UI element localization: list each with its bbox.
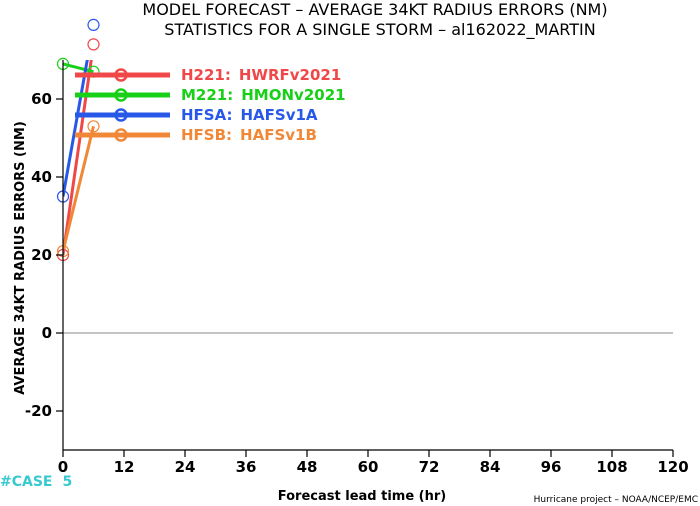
chart-title: MODEL FORECAST – AVERAGE 34KT RADIUS ERR… bbox=[142, 0, 607, 19]
y-tick-label: 0 bbox=[42, 324, 52, 342]
y-tick-label: 60 bbox=[31, 90, 52, 108]
series-layer bbox=[63, 60, 95, 256]
x-tick-label: 60 bbox=[358, 458, 379, 476]
y-ticks: -20 0 20 40 60 bbox=[25, 90, 63, 420]
legend-code: HFSB: bbox=[181, 126, 232, 144]
data-point-h221 bbox=[87, 38, 100, 51]
legend-marker-hfsa bbox=[114, 108, 128, 122]
case-count-value: 5 bbox=[63, 474, 73, 490]
legend-code: H221: bbox=[181, 66, 231, 84]
x-tick-label: 12 bbox=[114, 458, 135, 476]
y-tick-label: 40 bbox=[31, 168, 52, 186]
marker-layer bbox=[56, 18, 100, 262]
legend-entry-hfsa: HFSA: HAFSv1A bbox=[181, 106, 318, 124]
x-tick-label: 48 bbox=[297, 458, 318, 476]
case-label: #CASE bbox=[0, 474, 53, 490]
x-tick-label: 120 bbox=[657, 458, 688, 476]
x-tick-label: 108 bbox=[596, 458, 627, 476]
legend-label: HWRFv2021 bbox=[239, 66, 341, 84]
x-tick-label: 96 bbox=[541, 458, 562, 476]
y-tick-label: 20 bbox=[31, 246, 52, 264]
data-point-hfsb bbox=[87, 120, 100, 133]
y-tick-label: -20 bbox=[25, 402, 52, 420]
x-tick-label: 36 bbox=[236, 458, 257, 476]
x-axis-label: Forecast lead time (hr) bbox=[278, 489, 446, 504]
series-line-hfsb bbox=[63, 125, 95, 252]
legend-code: HFSA: bbox=[181, 106, 233, 124]
case-count: #CASE 5 bbox=[0, 474, 72, 490]
legend-entry-hfsb: HFSB: HAFSv1B bbox=[181, 126, 317, 144]
legend-marker-h221 bbox=[114, 68, 128, 82]
legend-entry-h221: H221: HWRFv2021 bbox=[181, 66, 341, 84]
data-point-hfsa bbox=[87, 18, 100, 31]
footer-credit: Hurricane project – NOAA/NCEP/EMC bbox=[534, 495, 698, 505]
legend-entry-m221: M221: HMONv2021 bbox=[181, 86, 346, 104]
legend-label: HMONv2021 bbox=[241, 86, 345, 104]
y-axis-label: AVERAGE 34KT RADIUS ERRORS (NM) bbox=[13, 121, 28, 395]
legend-label: HAFSv1B bbox=[240, 126, 317, 144]
series-line-h221 bbox=[63, 60, 93, 256]
legend-marker-hfsb bbox=[114, 128, 128, 142]
x-tick-label: 72 bbox=[419, 458, 440, 476]
legend-label: HAFSv1A bbox=[241, 106, 318, 124]
x-tick-label: 24 bbox=[175, 458, 196, 476]
x-ticks: 0 12 24 36 48 60 72 84 96 108 120 bbox=[58, 450, 689, 476]
legend-code: M221: bbox=[181, 86, 233, 104]
legend: H221: HWRFv2021 M221: HMONv2021 HFSA: HAFSv1A… bbox=[75, 66, 346, 144]
series-line-hfsa bbox=[63, 60, 89, 197]
x-tick-label: 0 bbox=[58, 458, 68, 476]
legend-marker-m221 bbox=[114, 88, 128, 102]
chart-subtitle: STATISTICS FOR A SINGLE STORM – al162022… bbox=[164, 20, 595, 40]
x-tick-label: 84 bbox=[480, 458, 501, 476]
